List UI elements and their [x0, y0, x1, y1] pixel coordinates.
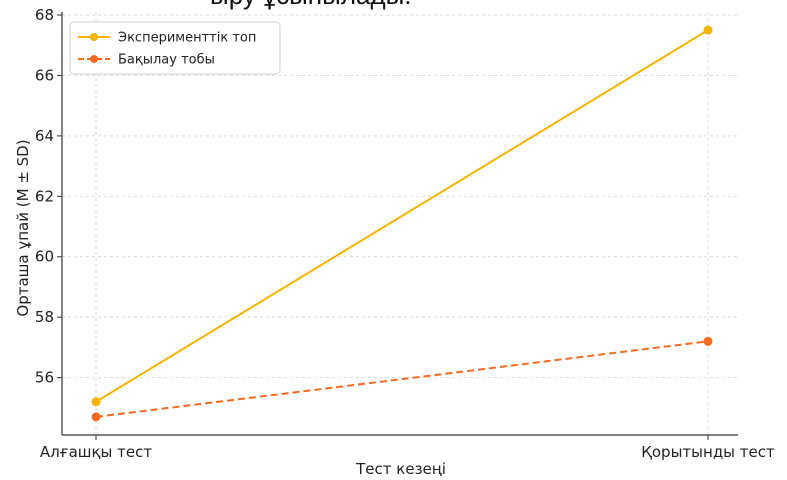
clipped-top-text: ыру ұсынылады. — [210, 0, 412, 11]
series-line-1 — [95, 29, 709, 403]
legend: Эксперименттік топ Бақылау тобы — [69, 21, 281, 75]
x-axis-label: Тест кезеңі — [355, 460, 446, 478]
x-tick-label: Қорытынды тест — [641, 443, 775, 461]
y-tick-label: 58 — [35, 308, 54, 326]
legend-entry-label: Бақылау тобы — [118, 53, 215, 68]
x-tick-label: Алғашқы тест — [40, 443, 153, 461]
grid-lines — [62, 12, 738, 435]
y-tick-label: 66 — [35, 66, 54, 84]
series-point-1 — [703, 25, 713, 35]
series-layer — [91, 25, 713, 422]
y-tick-label: 60 — [35, 248, 54, 266]
y-tick-label: 62 — [35, 187, 54, 205]
y-tick-label: 64 — [35, 127, 54, 145]
legend-entry-label: Эксперименттік топ — [118, 31, 256, 46]
legend-swatch-marker — [90, 33, 98, 41]
series-point-1 — [91, 397, 101, 407]
y-tick-label: 56 — [35, 369, 54, 387]
series-point-2 — [91, 412, 101, 422]
series-point-2 — [703, 336, 713, 346]
y-tick-label: 68 — [35, 6, 54, 24]
y-axis-label: Орташа ұпай (M ± SD) — [14, 139, 32, 316]
tick-labels: 56 58 60 62 64 66 68 Алғашқы тест Қорытынды тест — [35, 6, 775, 461]
legend-box — [69, 21, 281, 75]
series-line-2 — [95, 340, 709, 418]
legend-swatch-marker — [90, 55, 98, 63]
axes — [57, 12, 738, 440]
